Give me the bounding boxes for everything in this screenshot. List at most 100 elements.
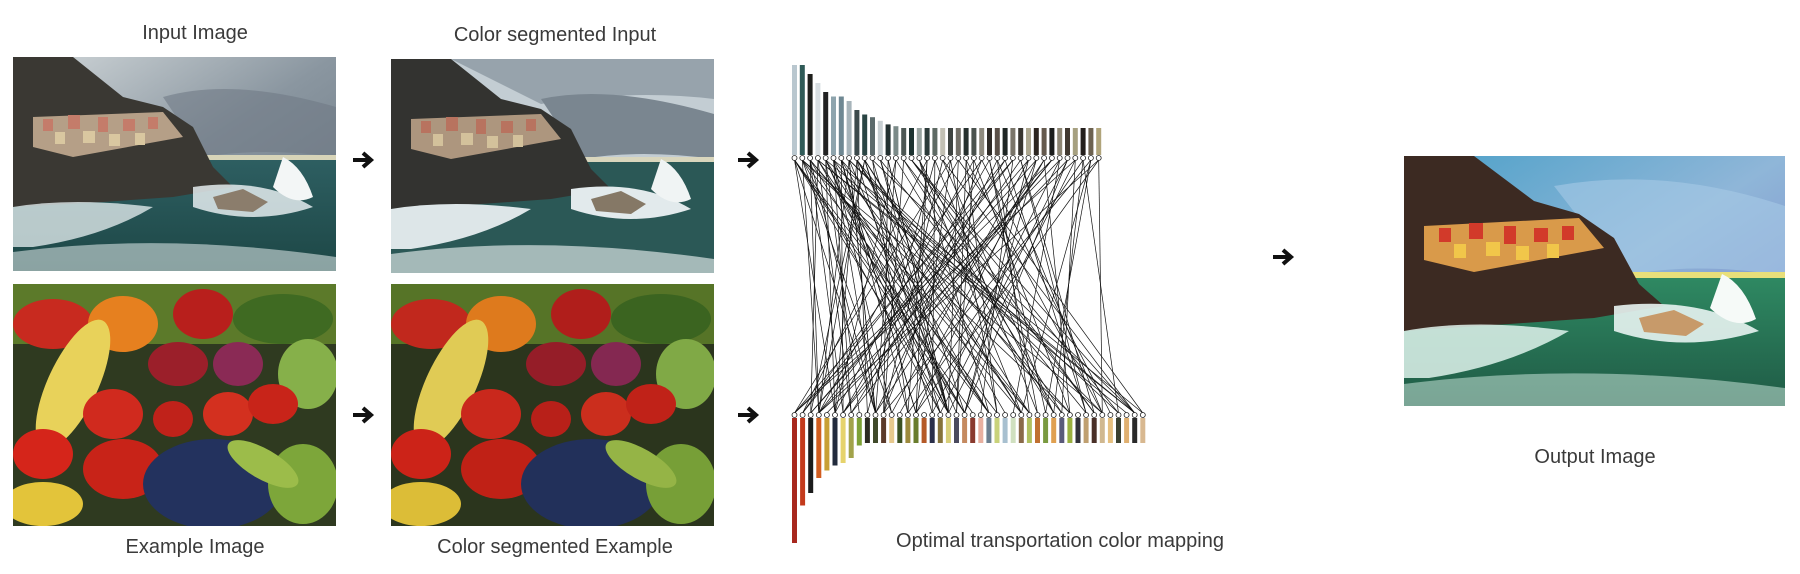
mapping-edge: [1098, 159, 1103, 414]
example-node: [856, 412, 863, 418]
input-palette-bar: [901, 128, 907, 155]
input-palette-bar: [807, 74, 813, 155]
input-palette-bar: [823, 92, 829, 155]
example-palette-bar: [832, 418, 838, 466]
mapping-edge: [996, 159, 1030, 414]
example-node: [1131, 412, 1138, 418]
mapping-edge: [964, 159, 1068, 414]
input-node: [1033, 155, 1040, 161]
input-palette-bar: [815, 83, 821, 155]
example-node: [1018, 412, 1025, 418]
mapping-edge: [794, 159, 1014, 414]
example-palette-bar: [897, 418, 903, 443]
color-segmented-input-label: Color segmented Input: [453, 24, 657, 46]
example-palette-bar: [986, 418, 992, 443]
example-palette-bar: [824, 418, 830, 471]
input-palette-bar: [792, 65, 797, 155]
example-palette-bar: [913, 418, 919, 443]
input-palette-bar: [1065, 128, 1070, 155]
mapping-edge: [794, 159, 951, 414]
input-node: [1064, 155, 1071, 161]
example-node: [1066, 412, 1073, 418]
example-palette-bar: [856, 418, 862, 446]
input-palette-bar: [924, 128, 930, 155]
mapping-edge: [802, 159, 928, 414]
mapping-edge: [842, 159, 990, 414]
mapping-edge: [840, 159, 844, 414]
mapping-edge: [879, 159, 965, 414]
color-segmented-example-image: [391, 284, 714, 526]
input-node: [861, 155, 868, 161]
example-palette-bar: [792, 418, 797, 543]
example-palette-bar: [881, 418, 887, 443]
mapping-edge: [964, 159, 1029, 414]
input-node: [791, 155, 798, 161]
output-image: [1404, 156, 1785, 406]
mapping-edge: [981, 159, 1111, 414]
input-palette-bar: [1072, 128, 1078, 155]
example-node: [1115, 412, 1122, 418]
mapping-edge: [842, 159, 1021, 414]
example-node: [896, 412, 903, 418]
example-node: [799, 412, 806, 418]
mapping-edge: [826, 159, 1068, 414]
input-node: [877, 155, 884, 161]
example-node: [1002, 412, 1009, 418]
example-node: [913, 412, 919, 418]
example-node: [1107, 412, 1114, 418]
input-palette-bar: [1002, 128, 1008, 155]
example-node: [832, 412, 838, 418]
mapping-edge: [817, 159, 852, 414]
example-node: [953, 412, 960, 418]
input-palette-bar: [1096, 128, 1102, 155]
input-palette-bar: [854, 110, 860, 155]
mapping-edge: [872, 159, 909, 414]
mapping-edge: [801, 159, 820, 414]
input-palette-bar: [916, 128, 922, 155]
example-palette-bar: [970, 418, 976, 443]
mapping-edge: [818, 159, 1060, 414]
mapping-edge: [1020, 159, 1087, 414]
input-palette-bar: [862, 114, 868, 155]
input-palette-bar: [831, 96, 836, 155]
input-palette-bar: [838, 96, 844, 155]
input-image-label: Input Image: [142, 22, 248, 44]
input-node: [838, 155, 845, 161]
input-palette-bar: [1057, 128, 1063, 155]
mapping-edge: [964, 159, 1037, 414]
example-palette-bar: [1018, 418, 1024, 443]
mapping-edge: [810, 159, 819, 414]
input-node: [1041, 155, 1048, 161]
input-palette-bar: [799, 65, 805, 155]
input-palette-bar: [877, 120, 883, 155]
input-node: [908, 155, 915, 161]
color-segmented-input-image: [391, 59, 714, 273]
example-palette-bar: [1067, 418, 1073, 443]
input-node: [1009, 155, 1016, 161]
mapping-edge: [801, 159, 941, 414]
example-node: [1091, 412, 1098, 418]
example-node: [985, 412, 992, 418]
mapping-edge: [856, 159, 1006, 414]
input-palette-bars: [791, 65, 1102, 161]
example-node: [880, 412, 887, 418]
input-palette-bar: [971, 128, 977, 155]
input-palette-bar: [963, 128, 969, 155]
example-node: [1034, 412, 1041, 418]
example-node: [945, 412, 952, 418]
input-node: [939, 155, 946, 161]
input-palette-bar: [955, 128, 961, 155]
input-palette-bar: [987, 128, 992, 155]
input-node: [830, 155, 837, 161]
example-palette-bar: [1132, 418, 1138, 443]
example-palette-bar: [1116, 418, 1121, 443]
mapping-edge: [825, 159, 941, 414]
input-palette-bar: [1080, 128, 1086, 155]
mapping-edge: [965, 159, 998, 414]
mapping-edge: [911, 159, 1119, 414]
input-node: [846, 155, 852, 161]
example-palette-bar: [1051, 418, 1057, 443]
example-node: [872, 412, 879, 418]
input-node: [1087, 155, 1094, 161]
example-node: [1050, 412, 1057, 418]
